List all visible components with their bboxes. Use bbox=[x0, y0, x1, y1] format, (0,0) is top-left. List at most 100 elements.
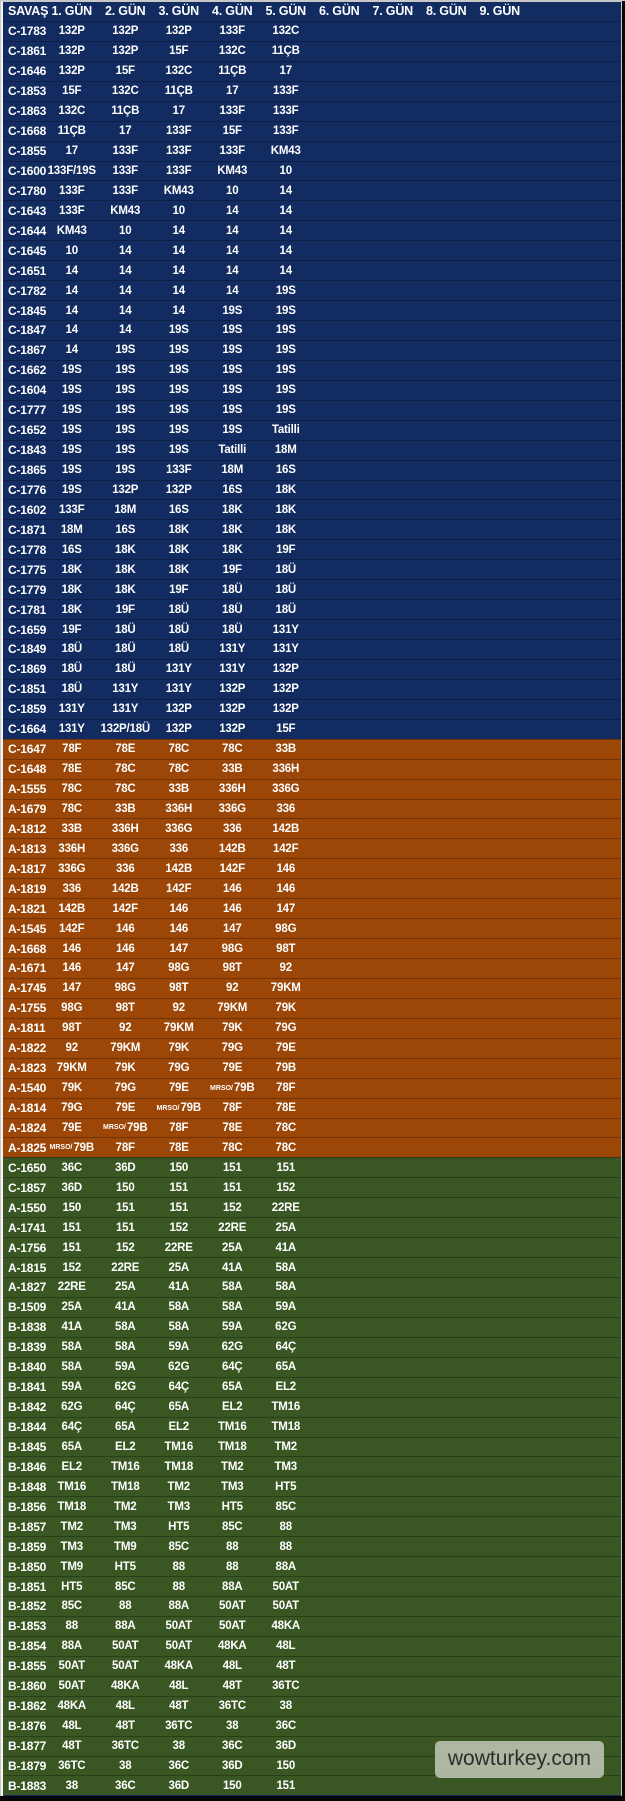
row-id-cell: A-1668 bbox=[8, 941, 47, 956]
day-cell bbox=[473, 760, 527, 779]
day-cell: 132P bbox=[219, 703, 246, 716]
day-cell bbox=[473, 1218, 527, 1237]
header-cell: 1. GÜN bbox=[51, 4, 93, 19]
table-row: C-1647 78F 78E 78C 78C 33B bbox=[3, 738, 621, 759]
filler-cell bbox=[527, 1019, 622, 1038]
day-cell: 336 bbox=[276, 802, 296, 815]
day-cell: 132P bbox=[58, 45, 85, 58]
day-cell bbox=[366, 800, 420, 819]
day-cell: 151 bbox=[62, 1221, 82, 1234]
day-cell: 36C bbox=[61, 1161, 83, 1174]
day-cell: TM18 bbox=[164, 1460, 194, 1473]
day-cell bbox=[473, 520, 527, 539]
day-cell: 78F bbox=[276, 1082, 296, 1095]
filler-cell bbox=[527, 1378, 622, 1397]
day-cell bbox=[313, 1218, 367, 1237]
table-row: C-1775 18K 18K 18K 19F 18Ü bbox=[3, 559, 621, 580]
header-cell: SAVAŞ bbox=[8, 4, 49, 19]
day-cell bbox=[420, 1138, 474, 1157]
day-cell bbox=[473, 1517, 527, 1536]
day-cell: 50AT bbox=[58, 1680, 86, 1693]
day-cell: 142F bbox=[166, 882, 192, 895]
table-row: C-1778 16S 18K 18K 18K 19F bbox=[3, 539, 621, 560]
day-cell bbox=[366, 899, 420, 918]
day-cell: 78C bbox=[275, 1141, 297, 1154]
day-cell: 50AT bbox=[165, 1640, 193, 1653]
day-cell bbox=[473, 301, 527, 320]
day-cell: 133F bbox=[112, 164, 139, 177]
day-cell: TM2 bbox=[221, 1460, 244, 1473]
day-cell: 78E bbox=[61, 763, 82, 776]
filler-cell bbox=[527, 1657, 622, 1676]
day-cell bbox=[420, 660, 474, 679]
table-row: C-1780 133F 133F KM43 10 14 bbox=[3, 180, 621, 201]
day-cell bbox=[473, 1298, 527, 1317]
day-cell: 133F bbox=[166, 164, 192, 177]
filler-cell bbox=[527, 1398, 622, 1417]
day-cell: 14 bbox=[226, 244, 239, 257]
row-id-cell: A-1811 bbox=[8, 1021, 46, 1036]
day-cell: 98T bbox=[62, 1022, 82, 1035]
table-row: A-1550 150 151 151 152 22RE bbox=[3, 1197, 621, 1218]
day-cell: 146 bbox=[222, 882, 242, 895]
day-cell: 336H bbox=[272, 763, 300, 776]
filler-cell bbox=[527, 760, 622, 779]
day-cell bbox=[420, 700, 474, 719]
day-cell bbox=[313, 780, 367, 799]
day-cell: 18K bbox=[222, 503, 243, 516]
row-id-cell: A-1825 bbox=[8, 1140, 47, 1155]
day-cell bbox=[420, 839, 474, 858]
day-cell: TM3 bbox=[274, 1460, 298, 1473]
day-cell bbox=[313, 1378, 367, 1397]
table-row: A-1671 146 147 98G 98T 92 bbox=[3, 958, 621, 978]
day-cell: 62G bbox=[61, 1401, 83, 1414]
table-row: B-1850 TM9 HT5 88 88 88A bbox=[3, 1556, 621, 1577]
row-id-cell: A-1822 bbox=[8, 1041, 47, 1056]
day-cell: 14 bbox=[226, 204, 239, 217]
day-cell: 147 bbox=[62, 982, 82, 995]
day-cell: 79K bbox=[168, 1042, 190, 1055]
day-cell bbox=[366, 1537, 420, 1556]
day-cell bbox=[313, 261, 367, 280]
day-cell bbox=[366, 1737, 420, 1756]
filler-cell bbox=[527, 700, 622, 719]
day-cell bbox=[420, 540, 474, 559]
day-cell: 18Ü bbox=[61, 643, 83, 656]
day-cell bbox=[420, 1258, 474, 1277]
day-cell: 336G bbox=[111, 842, 140, 855]
day-cell: 48T bbox=[169, 1700, 189, 1713]
day-cell: Tatilli bbox=[271, 424, 300, 437]
day-cell bbox=[420, 1059, 474, 1078]
day-cell: 133F bbox=[219, 145, 246, 158]
day-cell bbox=[420, 1358, 474, 1377]
day-cell: EL2 bbox=[275, 1381, 297, 1394]
filler-cell bbox=[527, 959, 622, 978]
day-cell: 22RE bbox=[271, 1201, 300, 1214]
day-cell: 19F bbox=[169, 583, 189, 596]
day-cell: 50AT bbox=[272, 1600, 300, 1613]
day-cell: 79E bbox=[115, 1102, 136, 1115]
day-cell: 18K bbox=[115, 543, 136, 556]
filler-cell bbox=[527, 241, 622, 260]
day-cell: 19S bbox=[61, 483, 82, 496]
filler-cell bbox=[527, 819, 622, 838]
day-cell: 78F bbox=[115, 1141, 135, 1154]
table-row: B-1844 64Ç 65A EL2 TM16 TM18 bbox=[3, 1416, 621, 1437]
day-cell: 131Y bbox=[219, 643, 246, 656]
day-cell bbox=[473, 142, 527, 161]
day-cell: 18M bbox=[221, 464, 244, 477]
day-cell: 58A bbox=[168, 1321, 190, 1334]
filler-cell bbox=[527, 1717, 622, 1736]
filler-cell bbox=[527, 1517, 622, 1536]
row-id-cell: C-1869 bbox=[8, 662, 47, 677]
day-cell bbox=[366, 361, 420, 380]
day-cell: 18M bbox=[60, 523, 83, 536]
row-id-cell: B-1883 bbox=[8, 1778, 47, 1793]
row-id-cell: C-1849 bbox=[8, 642, 47, 657]
day-cell: 150 bbox=[115, 1181, 135, 1194]
filler-cell bbox=[527, 899, 622, 918]
day-cell: 79K bbox=[222, 1022, 243, 1035]
day-cell: 36D bbox=[222, 1759, 243, 1772]
day-cell: 336G bbox=[218, 802, 247, 815]
